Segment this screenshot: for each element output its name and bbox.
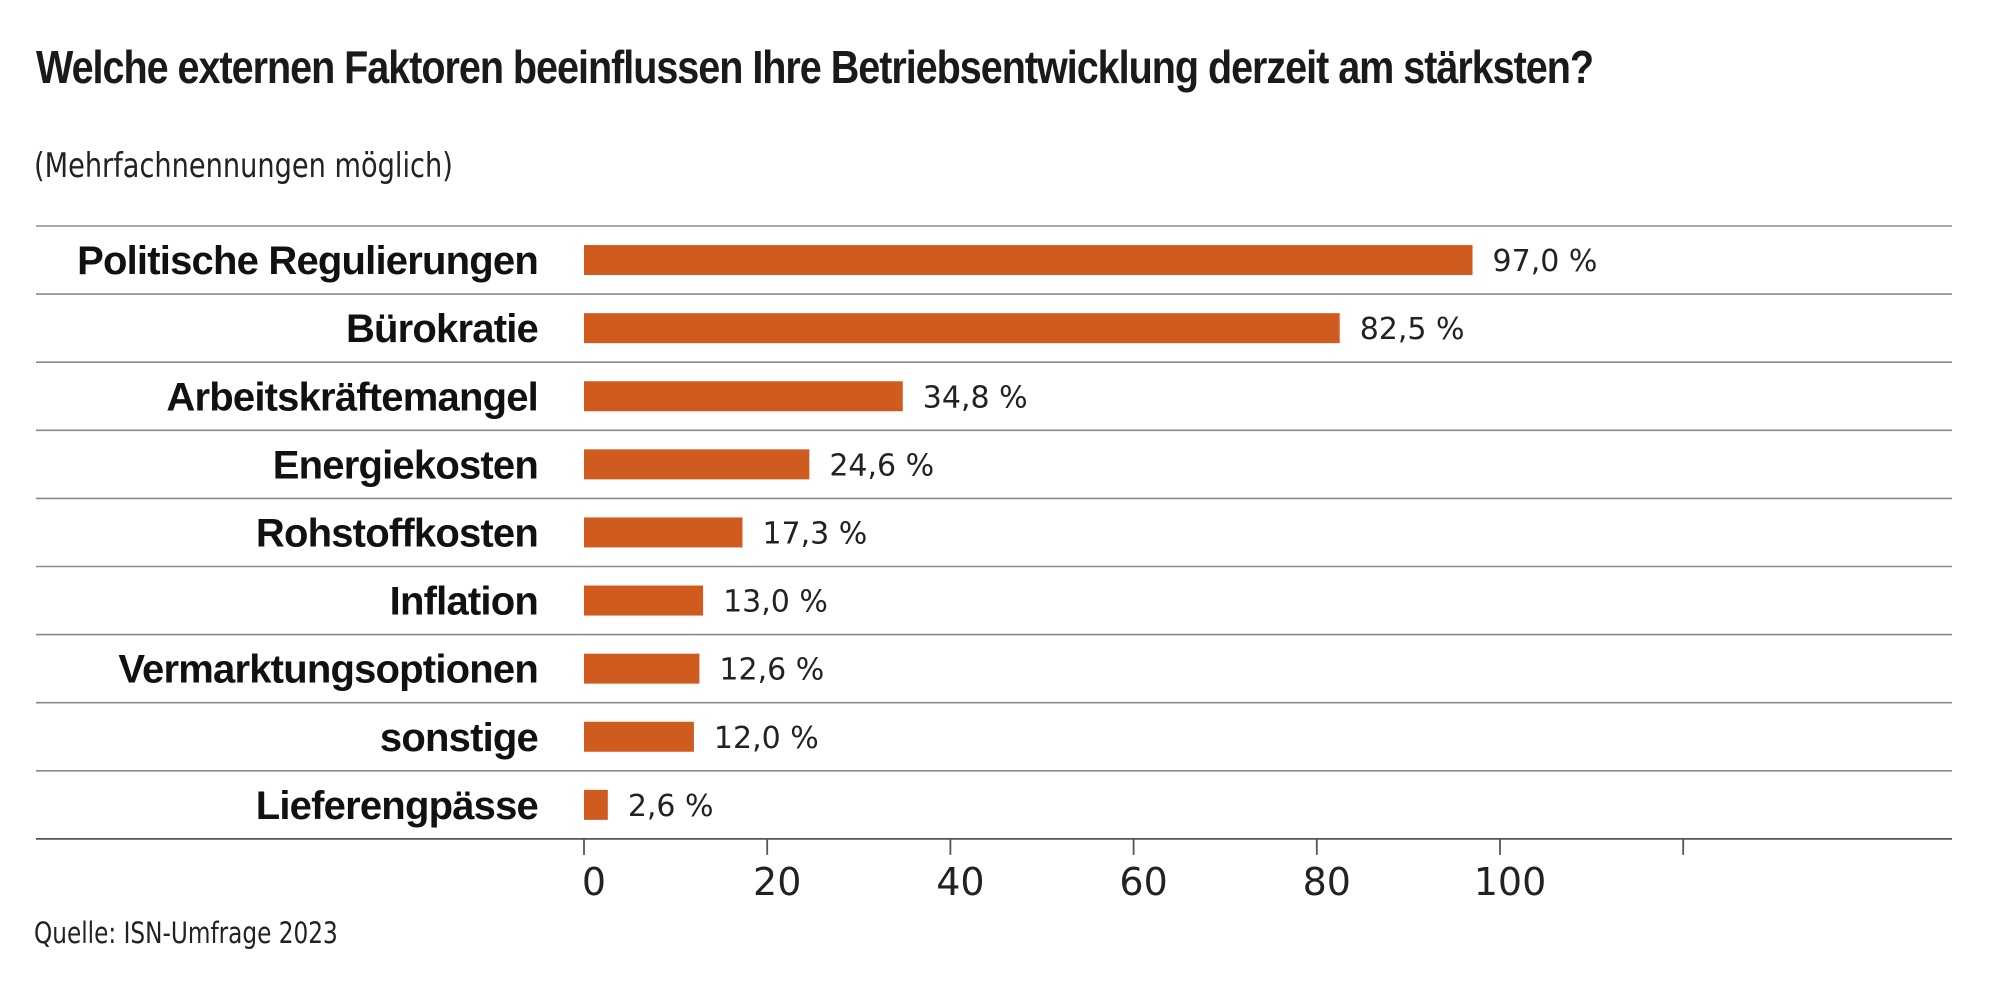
bar-5 (584, 517, 743, 548)
category-label: Bürokratie (346, 307, 538, 351)
value-labels: 97,0 % 82,5 % 34,8 % 24,6 % 17,3 % 13,0 % 12,6… (628, 244, 1598, 824)
bars (584, 245, 1473, 820)
category-label: Arbeitskräftemangel (166, 375, 538, 419)
x-tick-label: 80 (1303, 860, 1351, 904)
bar-8 (584, 721, 694, 752)
bar-1 (584, 245, 1473, 276)
category-label: Inflation (390, 580, 538, 624)
category-label: Vermarktungsoptionen (118, 648, 538, 692)
value-label: 82,5 % (1360, 312, 1465, 347)
x-tick-label: 40 (936, 860, 984, 904)
x-tick-label: 100 (1474, 860, 1547, 904)
value-label: 12,6 % (719, 653, 824, 688)
category-label: Politische Regulierungen (77, 239, 538, 283)
x-tick-label: 20 (753, 860, 801, 904)
value-label: 17,3 % (762, 516, 867, 551)
chart-subtitle: (Mehrfachnennungen möglich) (34, 146, 453, 186)
x-tick-label: 60 (1119, 860, 1167, 904)
value-label: 13,0 % (723, 585, 828, 620)
category-label: Energiekosten (273, 443, 538, 487)
category-labels: Politische Regulierungen Bürokratie Arbeit… (77, 239, 539, 828)
category-label: sonstige (380, 716, 538, 760)
bar-6 (584, 585, 704, 616)
value-label: 12,0 % (714, 721, 819, 756)
category-label: Rohstoffkosten (256, 511, 538, 555)
category-label: Lieferengpässe (256, 784, 538, 828)
value-label: 24,6 % (829, 448, 934, 483)
bar-4 (584, 449, 810, 480)
bar-7 (584, 653, 700, 684)
chart-title: Welche externen Faktoren beeinflussen Ih… (36, 41, 1594, 93)
value-label: 2,6 % (628, 789, 714, 824)
row-separators (36, 225, 1952, 772)
x-tick-label: 0 (582, 860, 606, 904)
value-label: 97,0 % (1493, 244, 1598, 279)
bar-2 (584, 313, 1340, 344)
x-axis: 0 20 40 60 80 100 (36, 838, 1952, 904)
bar-3 (584, 381, 903, 412)
bar-9 (584, 789, 608, 820)
source-note: Quelle: ISN-Umfrage 2023 (34, 916, 338, 950)
value-label: 34,8 % (923, 380, 1028, 415)
